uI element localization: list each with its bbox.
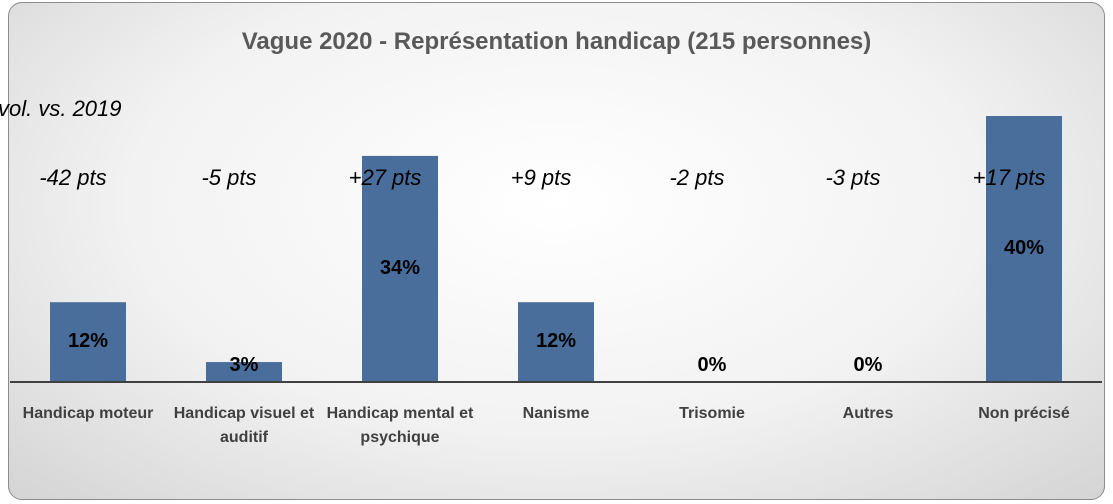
value-label: 40%: [1003, 237, 1045, 259]
bar: [518, 302, 594, 382]
annotation: -5 pts: [201, 165, 257, 190]
x-tick-label: Autres: [842, 405, 894, 422]
annotation: +17 pts: [972, 165, 1046, 190]
annotation: -2 pts: [669, 165, 725, 190]
x-tick-label: Trisomie: [679, 405, 745, 422]
bar: [206, 362, 282, 382]
value-label: 12%: [67, 330, 109, 353]
value-label: 3%: [229, 354, 259, 376]
value-label: 0%: [853, 354, 883, 376]
x-tick-label: Handicap moteur: [22, 405, 154, 422]
annotation: +9 pts: [510, 165, 572, 190]
chart-panel: [8, 2, 1105, 500]
bar: [50, 302, 126, 382]
x-tick-label: Handicap mental et psychique: [326, 405, 474, 446]
x-tick-label: Non précisé: [978, 405, 1070, 422]
chart-title: Vague 2020 - Représentation handicap (21…: [241, 28, 872, 55]
value-label: 34%: [379, 256, 421, 279]
annotation: -3 pts: [825, 165, 881, 190]
subtitle: vol. vs. 2019: [0, 96, 122, 121]
bar: [362, 155, 438, 382]
value-label: 0%: [697, 354, 727, 376]
annotation: +27 pts: [348, 165, 422, 190]
x-tick-label: Nanisme: [522, 405, 590, 422]
annotation: -42 pts: [39, 165, 107, 190]
bar: [986, 116, 1062, 382]
value-label: 12%: [535, 330, 577, 353]
x-tick-label: Handicap visuel et auditif: [173, 405, 315, 446]
